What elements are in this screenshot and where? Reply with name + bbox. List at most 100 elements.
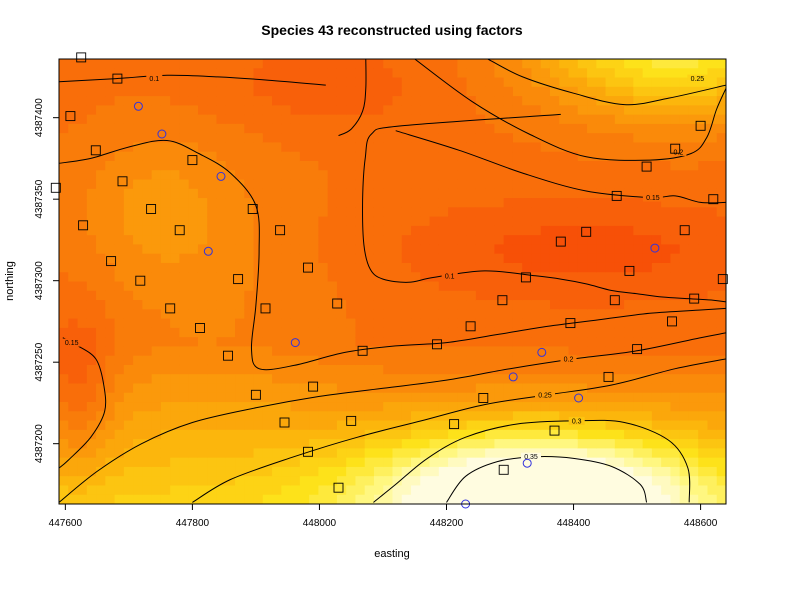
heat-cell [716, 346, 726, 357]
heat-cell [429, 114, 440, 125]
heat-cell [651, 290, 662, 301]
sample-square-point [112, 73, 123, 84]
heat-cell [494, 216, 505, 227]
heat-cell [197, 439, 208, 449]
heat-cell [679, 494, 690, 504]
heat-cell [633, 439, 644, 449]
heat-cell [170, 337, 181, 347]
heat-cell [531, 364, 542, 375]
heat-cell [559, 170, 570, 181]
heat-cell [661, 244, 672, 255]
heat-cell [688, 235, 699, 246]
heat-cell [207, 179, 218, 190]
heat-cell [207, 123, 218, 134]
heat-cell [716, 281, 726, 292]
heat-cell [614, 133, 625, 144]
heat-cell [642, 123, 653, 134]
heat-cell [86, 188, 97, 199]
heat-cell [216, 420, 227, 431]
heat-cell [114, 429, 125, 440]
heat-cell [559, 448, 570, 459]
heat-cell [336, 309, 347, 320]
heat-cell [587, 142, 597, 153]
heat-cell [123, 105, 134, 116]
heat-cell [411, 225, 421, 236]
heat-cell [633, 235, 644, 246]
heat-cell [457, 411, 468, 422]
heat-cell [466, 290, 477, 301]
heat-cell [77, 281, 88, 292]
heat-cell [68, 429, 79, 440]
heat-cell [540, 337, 551, 347]
heat-cell [605, 151, 616, 162]
heat-cell [651, 327, 662, 338]
heat-cell [596, 318, 607, 329]
heat-cell [336, 494, 347, 504]
heat-cell [373, 392, 384, 403]
heat-cell [549, 355, 560, 366]
heat-cell [96, 494, 106, 504]
heat-cell [327, 374, 338, 385]
heat-cell [68, 244, 79, 255]
heat-cell [707, 355, 718, 366]
heat-cell [96, 457, 106, 468]
heat-cell [670, 188, 681, 199]
heat-cell [438, 300, 449, 310]
heat-cell [179, 448, 190, 459]
heat-cell [522, 151, 533, 162]
heat-cell [707, 77, 718, 88]
heat-cell [448, 392, 458, 403]
heat-cell [235, 494, 245, 504]
x-tick-label: 447800 [176, 518, 210, 529]
heat-cell [457, 439, 468, 449]
heat-cell [151, 485, 162, 496]
heat-cell [466, 160, 477, 171]
heat-cell [688, 114, 699, 125]
heat-cell [549, 105, 560, 116]
heat-cell [438, 59, 449, 69]
heat-cell [151, 364, 162, 375]
heat-cell [494, 337, 505, 347]
heat-cell [318, 439, 329, 449]
heat-cell [244, 429, 255, 440]
heat-cell [207, 96, 218, 106]
heat-cell [170, 448, 181, 459]
heat-cell [373, 300, 384, 310]
sample-square-point [247, 204, 258, 214]
heat-cell [522, 133, 533, 144]
x-axis-label: easting [374, 548, 409, 560]
heat-cell [355, 346, 366, 357]
heat-cell [531, 374, 542, 385]
heat-cell [522, 346, 533, 357]
heat-cell [587, 160, 597, 171]
heat-cell [318, 188, 329, 199]
heat-cell [485, 235, 495, 246]
heat-cell [587, 318, 597, 329]
heat-cell [272, 411, 282, 422]
heat-cell [596, 216, 607, 227]
heat-cell [661, 383, 672, 394]
heat-cell [633, 86, 644, 97]
heat-cell [309, 300, 319, 310]
heat-cell [133, 262, 143, 273]
heat-cell [429, 216, 440, 227]
heat-cell [96, 68, 106, 79]
heat-cell [531, 133, 542, 144]
heat-cell [133, 198, 143, 208]
heat-cell [123, 466, 134, 477]
heat-cell [188, 327, 199, 338]
heat-cell [207, 429, 218, 440]
heat-cell [355, 160, 366, 171]
heat-cell [512, 364, 523, 375]
heat-cell [512, 494, 523, 504]
heat-cell [123, 318, 134, 329]
heat-cell [262, 309, 273, 320]
x-tick-label: 447600 [49, 518, 83, 529]
heat-cell [457, 105, 468, 116]
heat-cell [559, 105, 570, 116]
heat-cell [540, 448, 551, 459]
heat-cell [105, 300, 116, 310]
heat-cell [216, 346, 227, 357]
heat-cell [670, 96, 681, 106]
heat-cell [179, 411, 190, 422]
